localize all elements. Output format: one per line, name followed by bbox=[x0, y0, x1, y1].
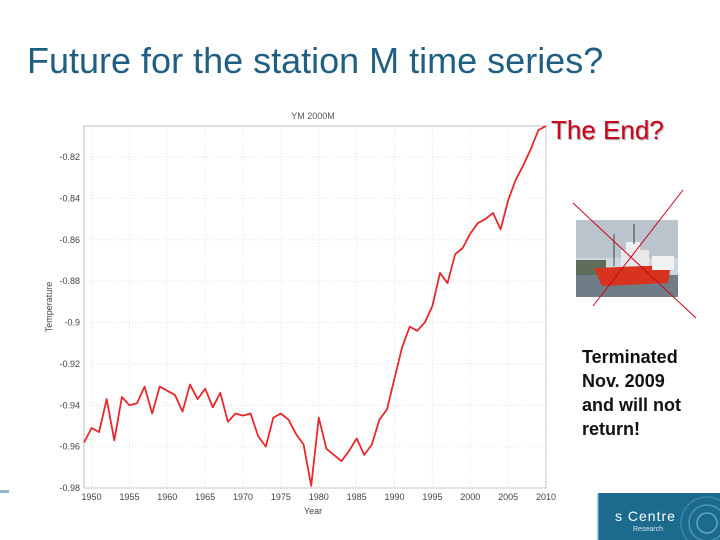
y-tick-label: -0.92 bbox=[59, 359, 80, 369]
note-line: return! bbox=[582, 419, 640, 439]
note-line: Nov. 2009 bbox=[582, 371, 665, 391]
research-ship-photo bbox=[576, 220, 678, 297]
slide-title: Future for the station M time series? bbox=[27, 40, 604, 81]
y-tick-label: -0.94 bbox=[59, 400, 80, 410]
x-tick-label: 1975 bbox=[271, 492, 291, 502]
x-tick-label: 2000 bbox=[460, 492, 480, 502]
x-axis-label: Year bbox=[304, 506, 322, 516]
note-line: and will not bbox=[582, 395, 681, 415]
x-tick-label: 1950 bbox=[82, 492, 102, 502]
logo-subtext: Research bbox=[633, 526, 663, 533]
tick-labels: 1950 1955 1960 1965 1970 1975 1980 1985 1990 1995… bbox=[59, 152, 556, 502]
left-edge-mark bbox=[0, 490, 9, 493]
y-tick-label: -0.96 bbox=[59, 442, 80, 452]
y-tick-label: -0.86 bbox=[59, 235, 80, 245]
x-tick-label: 1960 bbox=[157, 492, 177, 502]
x-tick-label: 2010 bbox=[536, 492, 556, 502]
x-tick-label: 1955 bbox=[119, 492, 139, 502]
y-tick-label: -0.98 bbox=[59, 483, 80, 493]
x-tick-label: 1965 bbox=[195, 492, 215, 502]
note-line: Terminated bbox=[582, 347, 678, 367]
plot-area bbox=[83, 125, 547, 489]
y-tick-label: -0.9 bbox=[64, 318, 80, 328]
logo-text: s Centre bbox=[615, 508, 676, 524]
series-line bbox=[83, 125, 547, 487]
y-tick-label: -0.88 bbox=[59, 276, 80, 286]
centre-logo: s Centre Research bbox=[597, 493, 720, 540]
the-end-caption: The End? bbox=[551, 115, 664, 145]
spiral-logo-icon bbox=[597, 493, 720, 540]
chart-title: YM 2000M bbox=[291, 111, 335, 121]
x-tick-label: 1980 bbox=[309, 492, 329, 502]
x-tick-label: 1970 bbox=[233, 492, 253, 502]
x-tick-label: 1995 bbox=[422, 492, 442, 502]
termination-note: Terminated Nov. 2009 and will not return… bbox=[582, 345, 712, 441]
x-tick-label: 1990 bbox=[385, 492, 405, 502]
x-tick-label: 2005 bbox=[498, 492, 518, 502]
y-tick-label: -0.84 bbox=[59, 193, 80, 203]
y-tick-label: -0.82 bbox=[59, 152, 80, 162]
x-tick-label: 1985 bbox=[347, 492, 367, 502]
y-axis-label: Temperature bbox=[44, 282, 54, 333]
